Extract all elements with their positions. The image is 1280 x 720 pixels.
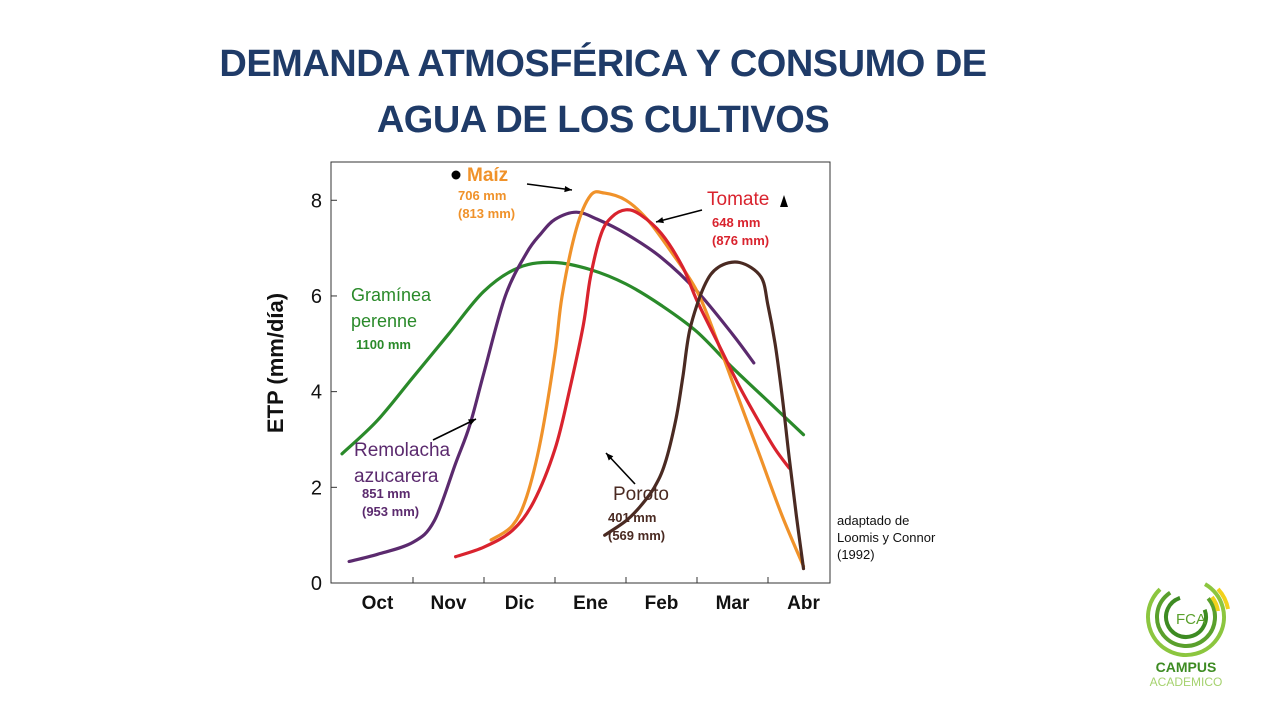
series-label-maiz: Maíz (467, 165, 508, 186)
series-line-poroto (603, 260, 806, 571)
series-total-maiz: (813 mm) (458, 206, 515, 221)
svg-text:CAMPUS: CAMPUS (1156, 659, 1217, 675)
slide-title-line-2: AGUA DE LOS CULTIVOS (376, 99, 830, 141)
x-tick-label: Abr (787, 593, 820, 614)
series-label-graminea-perenne: perenne (351, 311, 417, 331)
series-total-poroto: (569 mm) (608, 528, 665, 543)
maiz-arrow (526, 183, 573, 193)
y-tick-label: 0 (311, 573, 322, 595)
series-label-tomate: Tomate (707, 189, 769, 210)
y-axis-label: ETP (mm/día) (263, 293, 288, 433)
series-total-remolacha-azucarera: (953 mm) (362, 504, 419, 519)
svg-text:FCA: FCA (1176, 611, 1206, 628)
series-label-poroto: Poroto (613, 484, 669, 505)
slide-title-line-1: DEMANDA ATMOSFÉRICA Y CONSUMO DE (219, 43, 987, 85)
campus-academico-logo: FCA CAMPUS ACADEMICO (1146, 577, 1230, 689)
x-tick-label: Ene (573, 593, 608, 614)
series-total-maiz: 706 mm (458, 188, 506, 203)
series-line-tomate (454, 208, 791, 559)
remolacha-arrow (432, 418, 477, 441)
slide-title: DEMANDA ATMOSFÉRICA Y CONSUMO DE AGUA DE… (0, 36, 1206, 148)
y-tick-label: 8 (311, 190, 322, 212)
series-total-graminea-perenne: 1100 mm (356, 337, 411, 352)
source-note: (1992) (837, 547, 875, 562)
plot-frame (330, 161, 831, 584)
svg-text:ACADEMICO: ACADEMICO (1150, 675, 1223, 689)
series-line-remolacha-azucarera (347, 210, 756, 564)
tomate-marker-icon (780, 195, 788, 207)
series-total-poroto: 401 mm (608, 510, 656, 525)
series-total-tomate: (876 mm) (712, 233, 769, 248)
poroto-arrow (605, 452, 636, 485)
y-tick-label: 6 (311, 286, 322, 308)
series-total-tomate: 648 mm (712, 215, 760, 230)
source-note: adaptado de (837, 513, 909, 528)
source-note: Loomis y Connor (837, 530, 936, 545)
series-label-graminea-perenne: Gramínea (351, 285, 432, 305)
series-total-remolacha-azucarera: 851 mm (362, 486, 410, 501)
y-tick-label: 2 (311, 477, 322, 499)
x-tick-label: Dic (505, 593, 535, 614)
maiz-marker-icon (451, 170, 461, 180)
x-tick-label: Nov (431, 593, 467, 614)
x-tick-label: Mar (716, 593, 750, 614)
x-tick-label: Oct (362, 593, 394, 614)
series-label-remolacha-azucarera: Remolacha (354, 440, 451, 461)
x-tick-label: Feb (645, 593, 679, 614)
series-line-maiz (489, 190, 806, 568)
y-tick-label: 4 (311, 382, 322, 404)
tomate-arrow (655, 209, 703, 224)
series-label-remolacha-azucarera: azucarera (354, 466, 439, 487)
